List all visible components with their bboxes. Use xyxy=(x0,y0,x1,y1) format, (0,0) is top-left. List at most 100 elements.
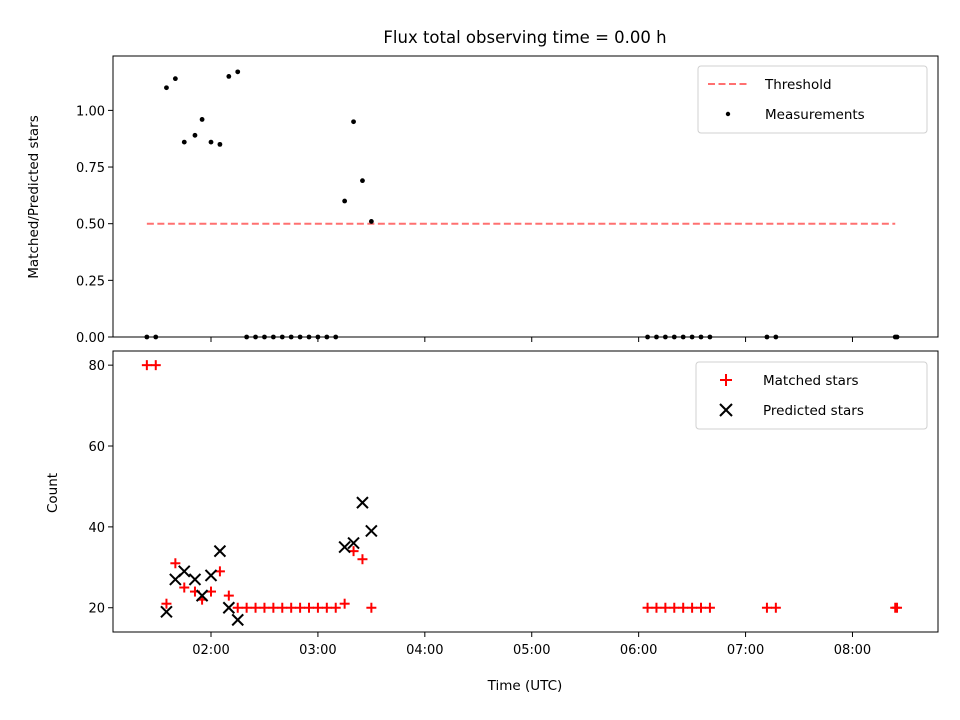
measurement-point xyxy=(181,139,187,145)
predicted-star-point xyxy=(178,565,191,578)
predicted-star-point xyxy=(222,601,236,614)
measurement-point xyxy=(342,198,348,204)
matched-star-point xyxy=(161,598,172,609)
bottom-y-tick-label: 80 xyxy=(88,359,105,374)
measurement-point xyxy=(368,219,374,224)
bottom-x-tick-label: 03:00 xyxy=(299,643,336,658)
predicted-star-point xyxy=(365,524,378,538)
matched-star-point xyxy=(206,586,217,597)
top-axes-frame xyxy=(112,55,939,338)
matched-star-point xyxy=(295,602,306,613)
matched-star-point xyxy=(892,602,903,613)
measurement-point xyxy=(192,132,198,138)
legend-matched-swatch xyxy=(720,374,732,386)
top-legend: Threshold Measurements xyxy=(697,65,928,134)
matched-star-point xyxy=(141,360,152,371)
matched-star-point xyxy=(223,590,234,601)
bottom-plot-area xyxy=(141,360,903,627)
bottom-panel: 02:00 03:00 04:00 05:00 06:00 07:00 08:00 20 40 6… xyxy=(45,350,939,694)
predicted-star-point xyxy=(160,605,173,618)
predicted-star-point xyxy=(213,544,227,558)
bottom-y-tick-label: 40 xyxy=(88,521,105,536)
matched-star-point xyxy=(678,602,689,613)
top-panel: Flux total observing time = 0.00 h 0.000… xyxy=(26,28,939,346)
bottom-x-tick-label: 07:00 xyxy=(727,643,764,658)
top-y-tick-label: 0.50 xyxy=(76,218,105,233)
predicted-star-point xyxy=(338,540,351,554)
matched-star-point xyxy=(687,602,698,613)
measurement-point xyxy=(360,178,365,184)
matched-star-point xyxy=(179,582,190,593)
legend-matched-label: Matched stars xyxy=(763,373,859,389)
predicted-star-point xyxy=(195,589,209,602)
chart-title: Flux total observing time = 0.00 h xyxy=(383,28,666,47)
bottom-legend-box xyxy=(695,361,928,430)
top-y-tick-label: 0.00 xyxy=(76,331,105,346)
matched-star-point xyxy=(642,602,653,613)
bottom-legend: Matched stars Predicted stars xyxy=(695,361,928,430)
top-y-tick-label: 0.75 xyxy=(76,161,105,176)
matched-star-point xyxy=(348,546,359,557)
matched-star-point xyxy=(250,602,261,613)
bottom-x-tick-label: 06:00 xyxy=(620,643,657,658)
matched-star-point xyxy=(660,602,671,613)
bottom-x-tick-label: 05:00 xyxy=(513,643,550,658)
matched-star-point xyxy=(357,554,368,565)
matched-star-point xyxy=(277,602,288,613)
matched-star-point xyxy=(761,602,772,613)
matched-star-point xyxy=(770,602,781,613)
bottom-y-axis-label: Count xyxy=(45,473,61,513)
top-axes-ticks: 0.00 0.25 0.50 0.75 1.00 xyxy=(76,104,853,346)
top-y-tick-label: 0.25 xyxy=(76,274,105,289)
predicted-star-point xyxy=(347,536,360,550)
matched-star-point xyxy=(232,602,243,613)
legend-measurements-label: Measurements xyxy=(765,107,865,123)
predicted-star-point xyxy=(356,496,369,509)
legend-predicted-swatch xyxy=(719,403,733,417)
bottom-y-tick-label: 60 xyxy=(88,440,105,455)
measurement-point xyxy=(351,119,356,125)
matched-star-point xyxy=(268,602,279,613)
matched-star-point xyxy=(170,558,181,569)
measurement-point xyxy=(208,139,214,145)
top-legend-box xyxy=(697,65,928,134)
matched-star-point xyxy=(339,598,350,609)
bottom-x-tick-label: 02:00 xyxy=(192,643,229,658)
legend-threshold-label: Threshold xyxy=(764,77,832,93)
matched-star-point xyxy=(321,602,332,613)
matched-star-point xyxy=(259,602,270,613)
bottom-y-tick-label: 20 xyxy=(88,602,105,617)
top-plot-area xyxy=(144,69,900,340)
bottom-axes-ticks: 02:00 03:00 04:00 05:00 06:00 07:00 08:00 20 40 6… xyxy=(88,359,871,658)
bottom-x-tick-label: 04:00 xyxy=(406,643,443,658)
measurement-point xyxy=(164,85,169,91)
legend-measurements-swatch xyxy=(725,111,731,117)
bottom-axes-frame xyxy=(112,350,939,633)
bottom-x-tick-label: 08:00 xyxy=(834,643,871,658)
measurement-point xyxy=(235,69,241,75)
x-axis-label: Time (UTC) xyxy=(487,678,563,694)
matched-star-point xyxy=(150,360,161,371)
measurement-point xyxy=(172,76,178,82)
legend-predicted-label: Predicted stars xyxy=(763,403,864,419)
matched-star-point xyxy=(304,602,315,613)
matched-star-point xyxy=(704,602,715,613)
matched-star-point xyxy=(241,602,252,613)
measurement-point xyxy=(199,117,205,122)
matched-star-point xyxy=(312,602,323,613)
top-y-tick-label: 1.00 xyxy=(76,104,105,119)
matched-star-point xyxy=(366,602,377,613)
top-y-axis-label: Matched/Predicted stars xyxy=(26,115,42,278)
predicted-star-point xyxy=(231,613,244,627)
matched-star-point xyxy=(330,602,341,613)
matched-star-point xyxy=(651,602,662,613)
measurement-point xyxy=(226,73,232,79)
matched-star-point xyxy=(696,602,707,613)
predicted-star-point xyxy=(204,569,218,582)
predicted-star-point xyxy=(188,573,202,586)
matched-star-point xyxy=(669,602,680,613)
matched-star-point xyxy=(214,566,225,577)
matched-star-point xyxy=(286,602,297,613)
measurement-point xyxy=(217,141,223,147)
